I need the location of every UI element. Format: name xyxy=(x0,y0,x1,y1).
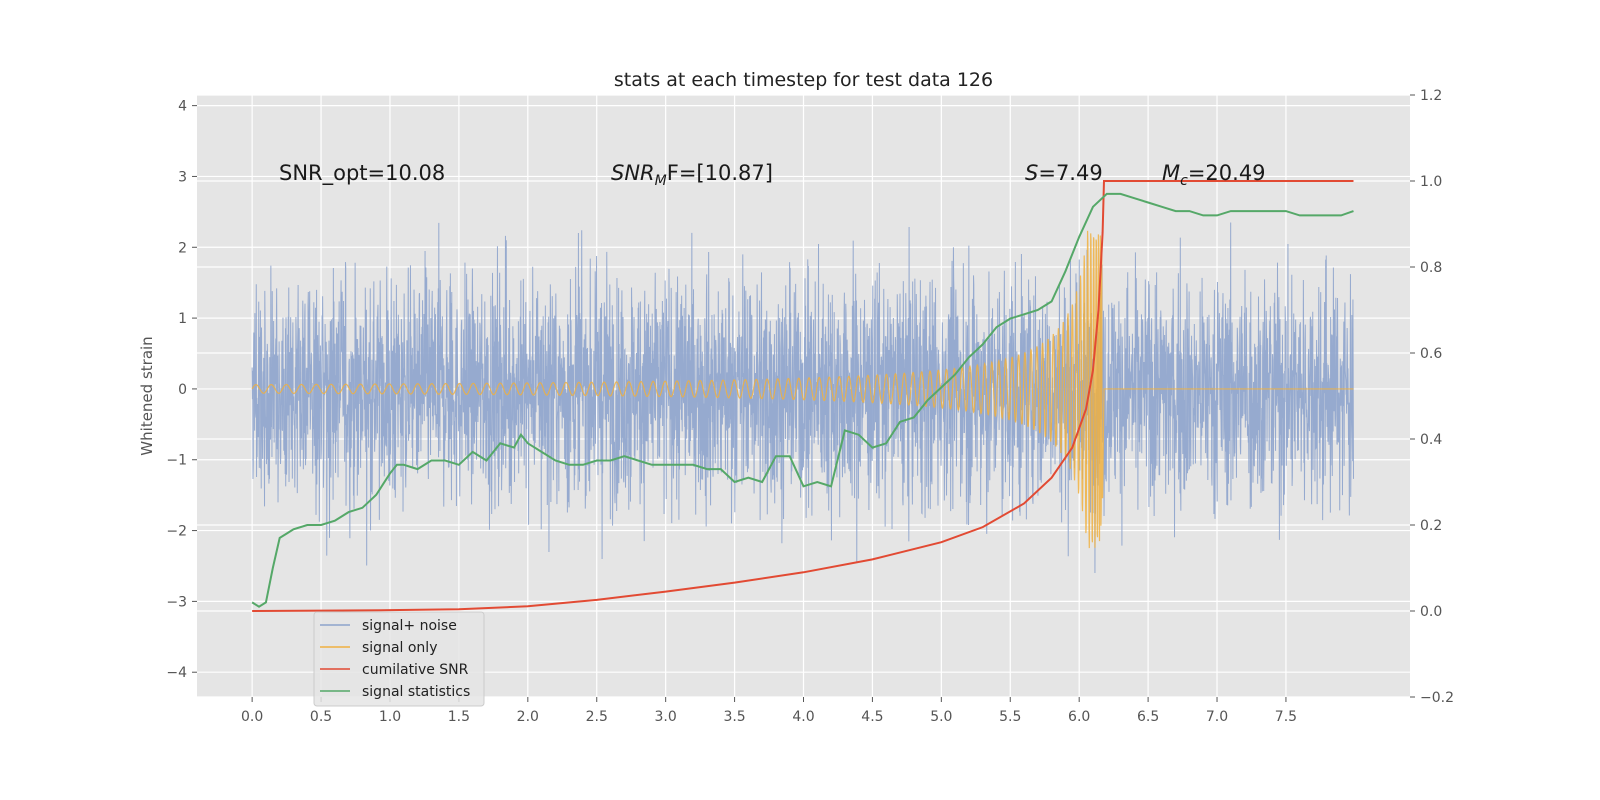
y-tick-label-left: 3 xyxy=(178,169,187,185)
y-tick-label-right: 1.0 xyxy=(1420,174,1442,190)
x-tick-label: 7.0 xyxy=(1206,709,1228,725)
x-tick-label: 7.5 xyxy=(1275,709,1297,725)
x-tick-label: 3.0 xyxy=(655,709,677,725)
y-tick-label-right: 0.8 xyxy=(1420,260,1442,276)
y-tick-label-left: −4 xyxy=(166,665,187,681)
legend: signal+ noise signal only cumilative SNR… xyxy=(313,611,485,707)
series-signal-noise xyxy=(251,222,1354,573)
x-tick-label: 4.5 xyxy=(861,709,883,725)
s-base: S xyxy=(1025,161,1038,185)
axes: 0.0 0.5 1.0 1.5 2.0 2.5 3.0 3.5 4.0 4.5 5.0 5.5 6.0 6… xyxy=(166,88,1454,725)
x-tick-label: 1.5 xyxy=(448,709,470,725)
y-tick-label-right: 1.2 xyxy=(1420,88,1442,104)
y-axis-label: Whitened strain xyxy=(138,336,156,455)
y-tick-label-right: 0.0 xyxy=(1420,604,1442,620)
x-tick-label: 1.0 xyxy=(379,709,401,725)
y-tick-label-left: 0 xyxy=(178,382,187,398)
y-tick-label-left: 2 xyxy=(178,240,187,256)
y-tick-label-left: 1 xyxy=(178,311,187,327)
x-tick-label: 0.5 xyxy=(310,709,332,725)
snr-mf-base: SNR xyxy=(611,161,655,185)
signal-only-line xyxy=(251,230,1354,549)
y-tick-label-left: −3 xyxy=(166,594,187,610)
y-tick-label-left: −1 xyxy=(166,453,187,469)
snr-mf-sub: M xyxy=(655,173,667,189)
y-tick-label-left: 4 xyxy=(178,99,187,115)
legend-box xyxy=(313,611,485,707)
mc-base: M xyxy=(1162,161,1180,185)
mc-tail: =20.49 xyxy=(1188,161,1266,185)
legend-label-signal-noise: signal+ noise xyxy=(362,618,457,634)
legend-label-cumulative-snr: cumilative SNR xyxy=(362,662,469,678)
y-tick-label-right: 0.4 xyxy=(1420,432,1442,448)
mc-sub: c xyxy=(1180,173,1188,189)
series-signal-statistics xyxy=(251,192,1354,608)
x-tick-label: 4.0 xyxy=(792,709,814,725)
y-tick-label-right: −0.2 xyxy=(1420,690,1454,706)
x-tick-label: 6.5 xyxy=(1137,709,1159,725)
cumulative-snr-line xyxy=(252,180,1354,612)
annotation-s: S=7.49 xyxy=(1025,161,1103,185)
x-tick-label: 0.0 xyxy=(241,709,263,725)
series-cumulative-snr xyxy=(252,180,1354,612)
s-tail: =7.49 xyxy=(1038,161,1102,185)
legend-label-signal-only: signal only xyxy=(362,640,437,656)
x-tick-label: 5.5 xyxy=(999,709,1021,725)
legend-label-signal-statistics: signal statistics xyxy=(362,684,470,700)
y-tick-label-left: −2 xyxy=(166,524,187,540)
signal-statistics-line xyxy=(251,192,1354,608)
chart-title: stats at each timestep for test data 126 xyxy=(614,69,993,91)
x-tick-label: 2.0 xyxy=(517,709,539,725)
annotation-snr-opt: SNR_opt=10.08 xyxy=(279,161,445,186)
x-tick-label: 5.0 xyxy=(930,709,952,725)
annotation-snr-mf: SNRMF=[10.87] xyxy=(611,161,773,189)
x-tick-label: 2.5 xyxy=(586,709,608,725)
annotation-mc: Mc=20.49 xyxy=(1162,161,1266,189)
x-tick-label: 3.5 xyxy=(723,709,745,725)
snr-mf-tail: F=[10.87] xyxy=(667,161,773,185)
series-signal-only xyxy=(251,230,1354,549)
x-tick-label: 6.0 xyxy=(1068,709,1090,725)
y-tick-label-right: 0.6 xyxy=(1420,346,1442,362)
y-tick-label-right: 0.2 xyxy=(1420,518,1442,534)
signal-noise-line xyxy=(251,222,1354,573)
